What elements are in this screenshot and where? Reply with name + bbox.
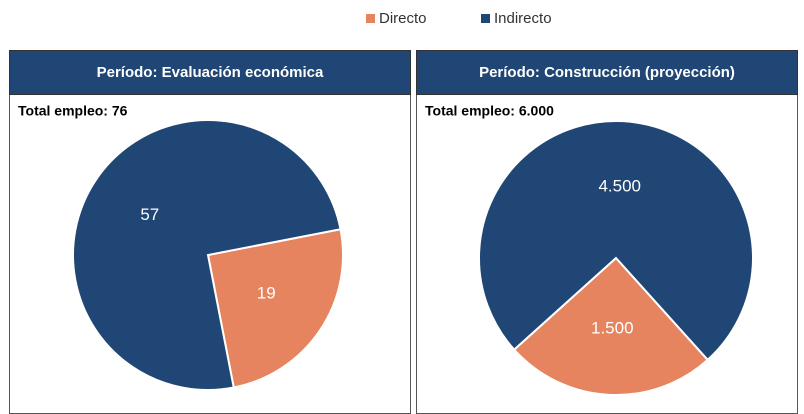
legend-label: Indirecto — [494, 10, 552, 27]
value-label: 4.500 — [598, 176, 641, 195]
panel-title: Período: Evaluación económica — [97, 64, 324, 81]
legend-swatch — [481, 14, 490, 23]
pie-slice — [512, 256, 710, 396]
panel-subtitle: Total empleo: 6.000 — [425, 103, 554, 119]
panel-header — [416, 50, 798, 95]
panel-subtitle: Total empleo: 76 — [18, 103, 128, 119]
pie-slice — [478, 120, 754, 362]
panel-title: Período: Construcción (proyección) — [479, 64, 735, 81]
pie-slice — [72, 119, 342, 391]
panel-header — [9, 50, 411, 95]
value-label: 1.500 — [591, 319, 634, 338]
legend-swatch — [366, 14, 375, 23]
value-label: 19 — [257, 284, 276, 303]
pie-slice — [206, 228, 344, 389]
legend-label: Directo — [379, 10, 427, 27]
value-label: 57 — [140, 205, 159, 224]
